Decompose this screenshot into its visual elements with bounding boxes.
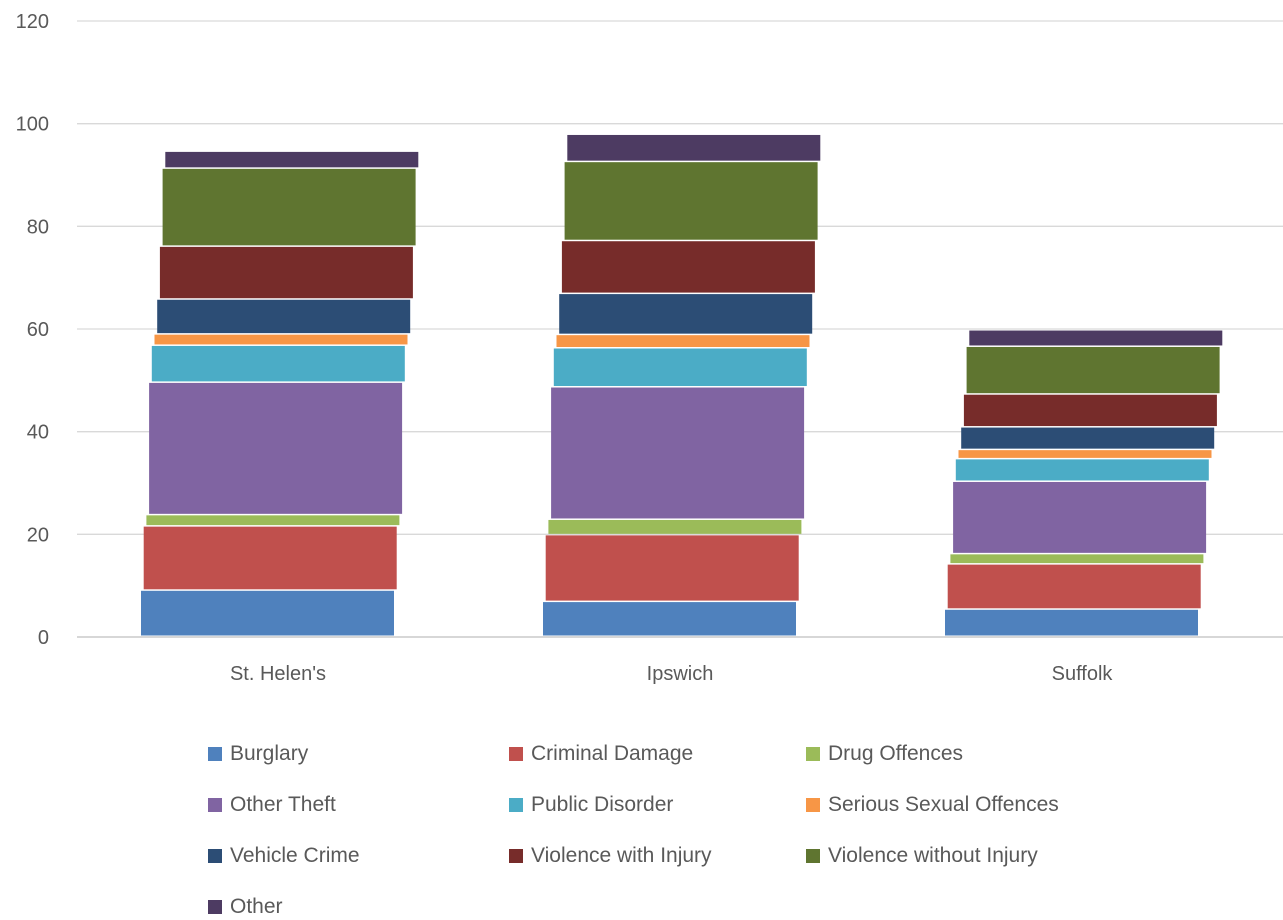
legend-item: Vehicle Crime: [208, 843, 360, 869]
legend-swatch: [806, 798, 820, 812]
bar-segment-other: [969, 330, 1223, 346]
bar-segment-other-theft: [953, 481, 1207, 553]
bar-segment-violence-without-injury: [162, 168, 416, 246]
legend-item: Violence with Injury: [509, 843, 712, 869]
legend-item: Serious Sexual Offences: [806, 792, 1059, 818]
bar-segment-public-disorder: [955, 459, 1209, 481]
bar-segment-public-disorder: [151, 345, 405, 382]
legend-label: Criminal Damage: [531, 742, 694, 765]
bar-segment-violence-without-injury: [966, 346, 1220, 394]
legend-swatch: [208, 849, 222, 863]
bar-segment-other: [567, 134, 821, 161]
legend-label: Public Disorder: [531, 793, 674, 816]
y-tick-label: 20: [27, 524, 49, 546]
y-tick-label: 40: [27, 422, 49, 444]
x-category-label: Suffolk: [1052, 663, 1114, 685]
bar-segment-criminal-damage: [545, 535, 799, 601]
bar-segment-drug-offences: [548, 519, 802, 534]
legend-item: Criminal Damage: [509, 741, 693, 767]
legend-item: Other: [208, 894, 283, 920]
bar-segment-criminal-damage: [947, 564, 1201, 609]
bar-segment-serious-sexual-offences: [958, 450, 1212, 458]
legend-item: Burglary: [208, 741, 308, 767]
legend-item: Public Disorder: [509, 792, 673, 818]
x-category-label: Ipswich: [647, 663, 714, 685]
legend-item: Drug Offences: [806, 741, 963, 767]
bar-segment-vehicle-crime: [157, 299, 411, 334]
legend-label: Other Theft: [230, 793, 336, 816]
legend-label: Violence without Injury: [828, 844, 1038, 867]
bar-segment-violence-with-injury: [963, 394, 1217, 427]
y-tick-label: 80: [27, 216, 49, 238]
bar-segment-violence-with-injury: [561, 241, 815, 293]
bar-segment-drug-offences: [146, 515, 400, 526]
legend-swatch: [208, 900, 222, 914]
legend-label: Violence with Injury: [531, 844, 712, 867]
bar-segment-other-theft: [551, 387, 805, 519]
bar-segment-serious-sexual-offences: [556, 335, 810, 348]
y-tick-label: 100: [16, 114, 49, 136]
legend-swatch: [208, 798, 222, 812]
bar-segment-criminal-damage: [143, 526, 397, 590]
bar-segment-serious-sexual-offences: [154, 334, 408, 345]
legend-label: Vehicle Crime: [230, 844, 360, 867]
legend-swatch: [509, 849, 523, 863]
bar-segment-other: [165, 151, 419, 168]
legend-label: Other: [230, 895, 283, 918]
y-tick-label: 0: [38, 627, 49, 649]
x-category-label: St. Helen's: [230, 663, 326, 685]
legend-swatch: [806, 849, 820, 863]
bar-segment-violence-with-injury: [159, 246, 413, 299]
y-tick-label: 120: [16, 11, 49, 33]
y-tick-label: 60: [27, 319, 49, 341]
bar-segment-burglary: [543, 602, 796, 636]
bar-segment-other-theft: [149, 382, 403, 514]
legend-swatch: [806, 747, 820, 761]
legend-swatch: [509, 798, 523, 812]
bar-segment-vehicle-crime: [559, 294, 813, 334]
legend-item: Other Theft: [208, 792, 336, 818]
bar-segment-burglary: [141, 590, 394, 636]
bar-segment-violence-without-injury: [564, 162, 818, 240]
bar-segment-vehicle-crime: [961, 427, 1215, 449]
bar-segment-public-disorder: [553, 348, 807, 387]
legend-label: Drug Offences: [828, 742, 964, 765]
bar-segment-drug-offences: [950, 554, 1204, 564]
legend-swatch: [208, 747, 222, 761]
legend-label: Burglary: [230, 742, 309, 765]
legend-swatch: [509, 747, 523, 761]
bar-segment-burglary: [945, 609, 1198, 636]
legend-item: Violence without Injury: [806, 843, 1038, 869]
stacked-bar-chart: 0 20 40 60 80 100 120 St. Helen's Ipswich Suffolk: [16, 11, 1283, 685]
legend-label: Serious Sexual Offences: [828, 793, 1059, 816]
